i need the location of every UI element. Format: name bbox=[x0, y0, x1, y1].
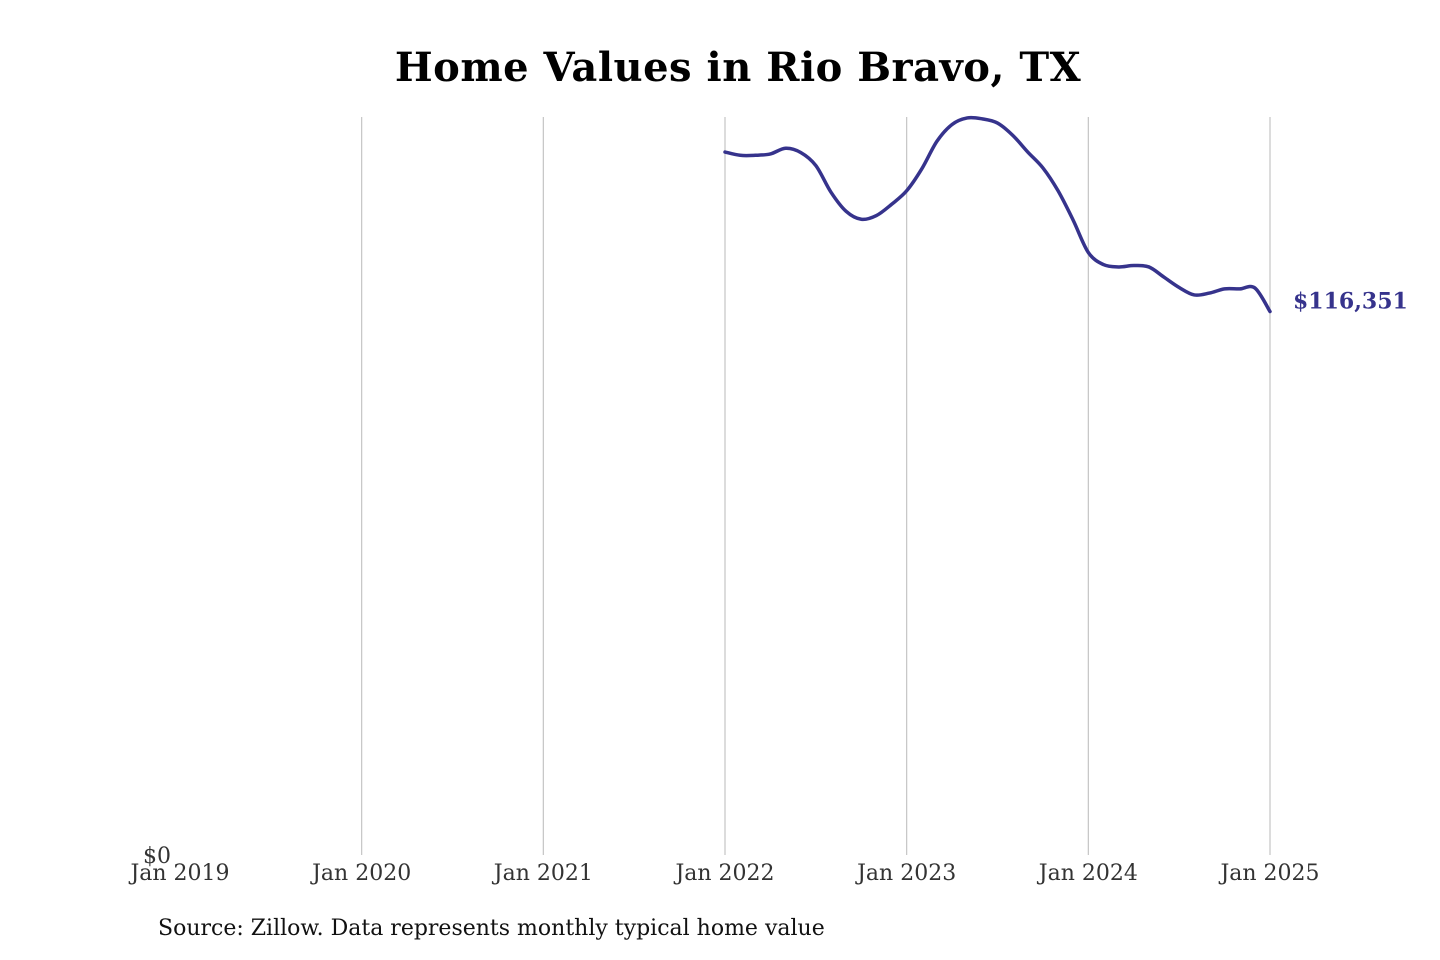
chart-title: Home Values in Rio Bravo, TX bbox=[394, 44, 1082, 91]
y-tick-label: $0 bbox=[143, 844, 171, 869]
x-axis-ticks: Jan 2019 Jan 2020 Jan 2021 Jan 2022 Jan 2023… bbox=[128, 861, 1319, 886]
y-axis-ticks: $0 bbox=[143, 844, 171, 869]
series-lines bbox=[723, 115, 1272, 314]
x-tick-label: Jan 2021 bbox=[492, 861, 593, 886]
x-tick-label: Jan 2024 bbox=[1037, 861, 1138, 886]
source-note: Source: Zillow. Data represents monthly … bbox=[158, 916, 825, 941]
x-tick-label: Jan 2019 bbox=[128, 861, 229, 886]
end-value-label: $116,351 bbox=[1293, 289, 1408, 315]
x-tick-label: Jan 2023 bbox=[855, 861, 956, 886]
x-tick-label: Jan 2025 bbox=[1218, 861, 1319, 886]
gridlines bbox=[361, 117, 1271, 855]
series-line bbox=[723, 115, 1272, 314]
x-tick-label: Jan 2022 bbox=[673, 861, 774, 886]
x-tick-label: Jan 2020 bbox=[310, 861, 411, 886]
